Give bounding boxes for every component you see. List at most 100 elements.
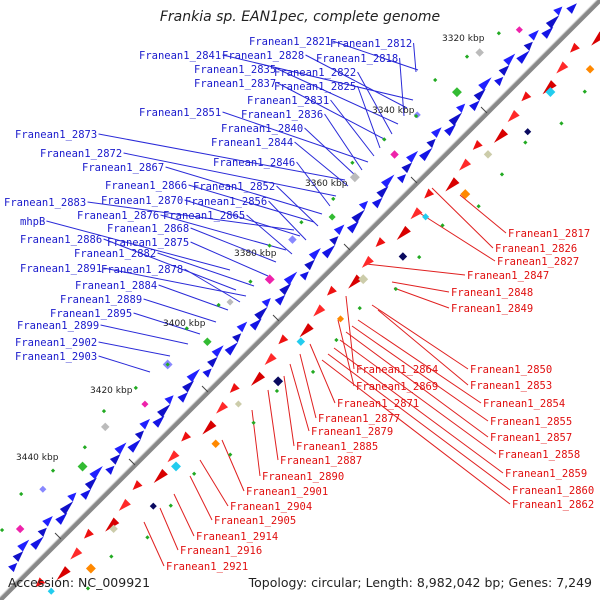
- leader-line-forward: [294, 141, 349, 187]
- gene-block: [288, 235, 297, 244]
- gene-label-reverse[interactable]: Franean1_2847: [467, 270, 549, 282]
- gene-label-reverse[interactable]: Franean1_2904: [230, 501, 312, 513]
- gene-label-reverse[interactable]: Franean1_2817: [508, 228, 590, 240]
- gene-label-reverse[interactable]: Franean1_2921: [166, 561, 248, 573]
- gene-label-forward[interactable]: Franean1_2856: [185, 196, 267, 208]
- gene-label-reverse[interactable]: Franean1_2864: [356, 364, 438, 376]
- gene-label-forward[interactable]: Franean1_2841: [139, 50, 221, 62]
- kbp-tick: [410, 176, 418, 184]
- gene-arrow-forward: [139, 418, 151, 430]
- gene-label-reverse[interactable]: Franean1_2826: [495, 243, 577, 255]
- gene-arrow-forward: [261, 298, 271, 308]
- gene-block: [382, 137, 387, 142]
- gene-label-forward[interactable]: Franean1_2865: [163, 210, 245, 222]
- gene-label-reverse[interactable]: Franean1_2901: [246, 486, 328, 498]
- gene-label-reverse[interactable]: Franean1_2853: [470, 380, 552, 392]
- gene-arrow-reverse: [591, 31, 600, 46]
- gene-label-reverse[interactable]: Franean1_2914: [196, 531, 278, 543]
- gene-label-forward[interactable]: Franean1_2831: [247, 95, 329, 107]
- gene-label-forward[interactable]: Franean1_2846: [213, 157, 295, 169]
- gene-label-forward[interactable]: Franean1_2902: [15, 337, 97, 349]
- gene-label-reverse[interactable]: Franean1_2854: [483, 398, 565, 410]
- gene-label-forward[interactable]: Franean1_2866: [105, 180, 187, 192]
- gene-label-reverse[interactable]: Franean1_2860: [512, 485, 594, 497]
- leader-line-reverse: [267, 389, 279, 461]
- gene-label-forward[interactable]: Franean1_2876: [77, 210, 159, 222]
- gene-label-reverse[interactable]: Franean1_2916: [180, 545, 262, 557]
- gene-block: [451, 87, 462, 98]
- gene-arrow-forward: [42, 516, 53, 527]
- gene-label-forward[interactable]: Franean1_2895: [50, 308, 132, 320]
- gene-arrow-reverse: [56, 566, 71, 581]
- gene-label-forward[interactable]: Franean1_2872: [40, 148, 122, 160]
- gene-label-reverse[interactable]: Franean1_2879: [311, 426, 393, 438]
- gene-label-forward[interactable]: Franean1_2822: [274, 67, 356, 79]
- gene-label-forward[interactable]: Franean1_2873: [15, 129, 97, 141]
- gene-label-reverse[interactable]: Franean1_2827: [497, 256, 579, 268]
- gene-block: [358, 274, 369, 285]
- gene-arrow-forward: [299, 271, 309, 281]
- gene-label-reverse[interactable]: Franean1_2859: [505, 468, 587, 480]
- gene-block: [203, 337, 212, 346]
- gene-label-reverse[interactable]: Franean1_2848: [451, 287, 533, 299]
- gene-label-forward[interactable]: Franean1_2828: [222, 50, 304, 62]
- gene-label-reverse[interactable]: Franean1_2905: [214, 515, 296, 527]
- gene-label-forward[interactable]: Franean1_2875: [107, 237, 189, 249]
- gene-label-forward[interactable]: Franean1_2852: [193, 181, 275, 193]
- gene-block: [264, 274, 275, 285]
- leader-line-reverse: [345, 331, 489, 438]
- gene-label-reverse[interactable]: Franean1_2855: [490, 416, 572, 428]
- gene-label-forward[interactable]: Franean1_2840: [221, 123, 303, 135]
- gene-label-forward[interactable]: mhpB: [20, 216, 45, 228]
- gene-label-forward[interactable]: Franean1_2851: [139, 107, 221, 119]
- gene-label-reverse[interactable]: Franean1_2862: [512, 499, 594, 511]
- gene-label-forward[interactable]: Franean1_2884: [75, 280, 157, 292]
- gene-arrow-forward: [114, 442, 127, 455]
- gene-block: [226, 298, 234, 306]
- leader-line-forward: [277, 82, 387, 141]
- gene-label-reverse[interactable]: Franean1_2849: [451, 303, 533, 315]
- gene-label-forward[interactable]: Franean1_2878: [101, 264, 183, 276]
- gene-label-reverse[interactable]: Franean1_2885: [296, 441, 378, 453]
- leader-line-forward: [304, 127, 357, 177]
- gene-label-forward[interactable]: Franean1_2899: [17, 320, 99, 332]
- gene-label-reverse[interactable]: Franean1_2857: [490, 432, 572, 444]
- gene-label-forward[interactable]: Franean1_2821: [249, 36, 331, 48]
- gene-label-forward[interactable]: Franean1_2837: [194, 78, 276, 90]
- gene-label-forward[interactable]: Franean1_2867: [82, 162, 164, 174]
- gene-label-forward[interactable]: Franean1_2883: [4, 197, 86, 209]
- gene-label-reverse[interactable]: Franean1_2887: [280, 455, 362, 467]
- gene-label-forward[interactable]: Franean1_2835: [194, 64, 276, 76]
- gene-label-forward[interactable]: Franean1_2870: [101, 195, 183, 207]
- gene-arrow-reverse: [569, 42, 580, 53]
- gene-label-reverse[interactable]: Franean1_2869: [356, 381, 438, 393]
- kbp-tick: [480, 106, 488, 114]
- gene-block: [39, 485, 47, 493]
- gene-label-forward[interactable]: Franean1_2886: [20, 234, 102, 246]
- gene-arrow-reverse: [264, 353, 277, 366]
- gene-label-reverse[interactable]: Franean1_2871: [337, 398, 419, 410]
- kbp-label: 3340 kbp: [372, 106, 415, 116]
- leader-line-forward: [305, 54, 408, 109]
- gene-label-reverse[interactable]: Franean1_2890: [262, 471, 344, 483]
- gene-label-reverse[interactable]: Franean1_2858: [498, 449, 580, 461]
- gene-label-forward[interactable]: Franean1_2868: [107, 223, 189, 235]
- gene-block: [165, 362, 170, 367]
- gene-label-forward[interactable]: Franean1_2889: [60, 294, 142, 306]
- gene-label-forward[interactable]: Franean1_2825: [274, 81, 356, 93]
- gene-block: [585, 65, 595, 74]
- gene-label-forward[interactable]: Franean1_2812: [330, 38, 412, 50]
- gene-arrow-reverse: [521, 91, 532, 102]
- gene-block: [145, 535, 150, 540]
- gene-label-forward[interactable]: Franean1_2903: [15, 351, 97, 363]
- gene-label-forward[interactable]: Franean1_2836: [241, 109, 323, 121]
- gene-label-reverse[interactable]: Franean1_2877: [318, 413, 400, 425]
- leader-line-forward: [324, 113, 363, 171]
- gene-block: [483, 150, 493, 159]
- gene-label-forward[interactable]: Franean1_2882: [74, 248, 156, 260]
- gene-label-forward[interactable]: Franean1_2818: [316, 53, 398, 65]
- gene-label-forward[interactable]: Franean1_2844: [211, 137, 293, 149]
- gene-label-reverse[interactable]: Franean1_2850: [470, 364, 552, 376]
- gene-label-forward[interactable]: Franean1_2891: [20, 263, 102, 275]
- leader-line-forward: [100, 324, 189, 345]
